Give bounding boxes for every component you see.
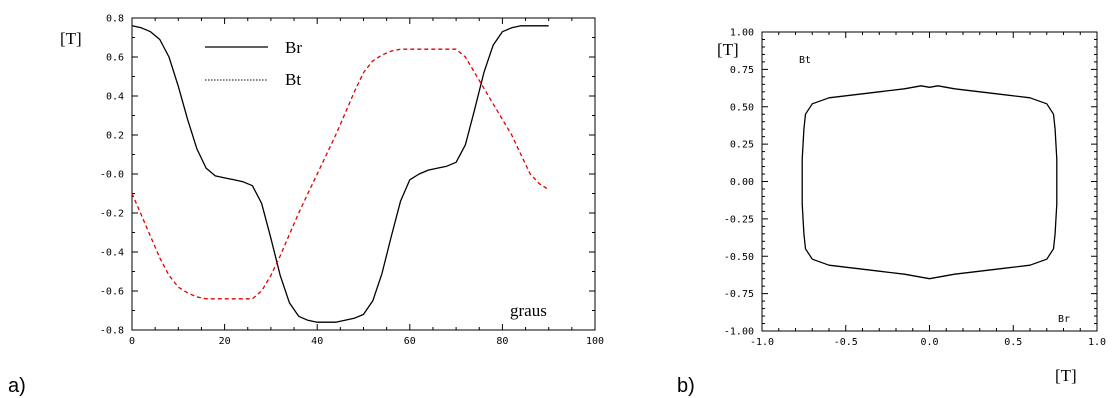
panel-label-a: a) bbox=[8, 375, 26, 397]
chart-b-ticks: -1.0 -0.5 0.0 0.5 1.0 1.00 0.75 0.50 0.25 0.00 -0.… bbox=[724, 28, 1106, 349]
chart-a-x-tick-label: 100 bbox=[586, 336, 604, 347]
chart-a-y-tick-label: 0.4 bbox=[106, 92, 124, 103]
chart-a-y-tick-label: -0.4 bbox=[100, 248, 124, 259]
chart-a-annotation: graus bbox=[510, 301, 547, 320]
chart-a: 0 20 40 60 80 100 0.8 0.6 0.4 0.2 -0.0 -0.2 -0.4 -0.6… bbox=[8, 14, 604, 398]
chart-a-y-tick-label: -0.6 bbox=[100, 287, 124, 298]
chart-b-y-tick-label: -0.75 bbox=[724, 289, 754, 300]
chart-b-series-line0 bbox=[801, 85, 1058, 280]
chart-b-x-tick-label: 1.0 bbox=[1088, 337, 1106, 348]
chart-b-y-tick-label: 0.25 bbox=[730, 140, 754, 151]
chart-b-x-tick-label: 0.5 bbox=[1004, 337, 1022, 348]
chart-b-xlabel: [T] bbox=[1055, 366, 1077, 385]
chart-b: -1.0 -0.5 0.0 0.5 1.0 1.00 0.75 0.50 0.25 0.00 -0.… bbox=[677, 28, 1106, 398]
chart-b-y-tick-label: 0.75 bbox=[730, 65, 754, 76]
chart-b-x-series-label: Br bbox=[1058, 314, 1070, 325]
panel-label-b: b) bbox=[677, 375, 695, 397]
chart-b-y-series-label: Bt bbox=[799, 55, 811, 66]
chart-a-y-tick-label: 0.6 bbox=[106, 53, 124, 64]
chart-a-y-tick-label: 0.8 bbox=[106, 14, 124, 25]
chart-b-y-tick-label: 0.50 bbox=[730, 102, 754, 113]
chart-a-series-bt bbox=[131, 48, 550, 300]
chart-b-lines bbox=[801, 85, 1058, 280]
chart-a-y-tick-label: -0.8 bbox=[100, 326, 124, 337]
chart-a-ylabel: [T] bbox=[60, 29, 82, 48]
chart-a-x-tick-label: 60 bbox=[404, 336, 416, 347]
chart-a-y-tick-label: -0.2 bbox=[100, 209, 124, 220]
chart-b-x-tick-label: -0.5 bbox=[834, 337, 858, 348]
chart-a-x-tick-label: 20 bbox=[219, 336, 231, 347]
chart-a-frame bbox=[131, 17, 596, 331]
chart-a-y-tick-label: -0.0 bbox=[100, 170, 124, 181]
chart-a-y-tick-label: 0.2 bbox=[106, 131, 124, 142]
chart-a-x-tick-label: 0 bbox=[129, 336, 135, 347]
legend-bt-label: Bt bbox=[285, 70, 301, 89]
chart-a-series-br bbox=[131, 25, 549, 323]
chart-a-legend: Br Bt bbox=[205, 38, 302, 89]
chart-a-ticks: 0 20 40 60 80 100 0.8 0.6 0.4 0.2 -0.0 -0.2 -0.4 -0.6… bbox=[100, 14, 604, 348]
chart-b-ylabel: [T] bbox=[717, 40, 739, 59]
chart-b-y-tick-label: -0.25 bbox=[724, 214, 754, 225]
chart-b-y-tick-label: 1.00 bbox=[730, 28, 754, 39]
chart-b-frame bbox=[761, 31, 1098, 332]
chart-b-x-tick-label: 0.0 bbox=[920, 337, 938, 348]
chart-b-y-tick-label: -0.50 bbox=[724, 252, 754, 263]
legend-br-label: Br bbox=[285, 38, 302, 57]
chart-a-x-tick-label: 80 bbox=[496, 336, 508, 347]
chart-b-x-tick-label: -1.0 bbox=[750, 337, 774, 348]
chart-a-lines bbox=[131, 25, 550, 323]
chart-b-y-tick-label: -1.00 bbox=[724, 327, 754, 338]
chart-a-x-tick-label: 40 bbox=[311, 336, 323, 347]
chart-b-y-tick-label: 0.00 bbox=[730, 177, 754, 188]
